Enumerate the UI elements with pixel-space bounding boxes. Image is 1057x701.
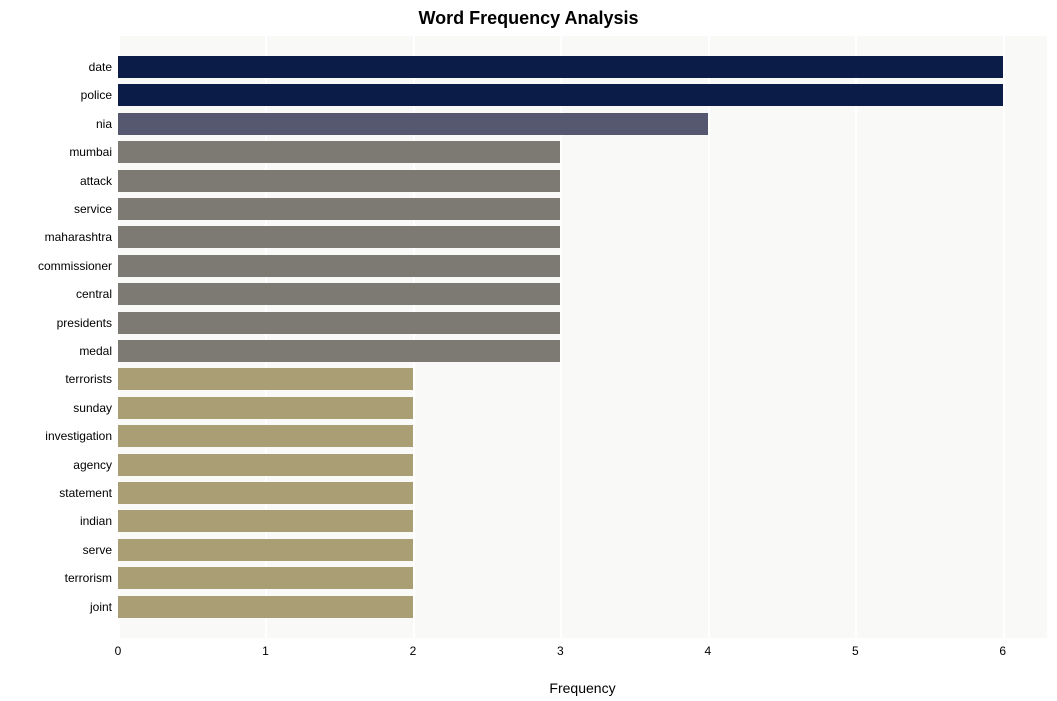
chart-title: Word Frequency Analysis	[0, 8, 1057, 29]
y-tick-label: attack	[80, 174, 112, 188]
x-axis-label: Frequency	[549, 680, 615, 696]
bar	[118, 312, 560, 334]
x-tick-label: 1	[262, 644, 269, 658]
word-frequency-chart: Word Frequency Analysis 0123456datepolic…	[0, 0, 1057, 701]
plot-area: 0123456datepoliceniamumbaiattackservicem…	[118, 36, 1047, 638]
bar	[118, 482, 413, 504]
y-tick-label: service	[74, 202, 112, 216]
bar	[118, 425, 413, 447]
y-tick-label: mumbai	[69, 145, 112, 159]
bar	[118, 141, 560, 163]
bar	[118, 567, 413, 589]
bar	[118, 283, 560, 305]
x-tick-label: 6	[999, 644, 1006, 658]
y-tick-label: nia	[96, 117, 112, 131]
grid-line	[708, 36, 710, 638]
y-tick-label: indian	[80, 514, 112, 528]
bar	[118, 113, 708, 135]
bar	[118, 539, 413, 561]
bar	[118, 397, 413, 419]
bar	[118, 454, 413, 476]
y-tick-label: date	[89, 60, 112, 74]
y-tick-label: investigation	[45, 429, 112, 443]
bar	[118, 84, 1003, 106]
bar	[118, 340, 560, 362]
y-tick-label: statement	[59, 486, 112, 500]
y-tick-label: commissioner	[38, 259, 112, 273]
bar	[118, 226, 560, 248]
y-tick-label: central	[76, 287, 112, 301]
y-tick-label: terrorists	[65, 372, 112, 386]
bar	[118, 255, 560, 277]
y-tick-label: terrorism	[65, 571, 112, 585]
bar	[118, 510, 413, 532]
y-tick-label: medal	[79, 344, 112, 358]
x-tick-label: 5	[852, 644, 859, 658]
y-tick-label: police	[81, 88, 112, 102]
bar	[118, 596, 413, 618]
bar	[118, 368, 413, 390]
y-tick-label: presidents	[57, 316, 112, 330]
bar	[118, 198, 560, 220]
grid-line	[1003, 36, 1005, 638]
x-tick-label: 4	[704, 644, 711, 658]
y-tick-label: joint	[90, 600, 112, 614]
y-tick-label: serve	[83, 543, 112, 557]
y-tick-label: sunday	[73, 401, 112, 415]
y-tick-label: agency	[73, 458, 112, 472]
grid-line	[855, 36, 857, 638]
x-tick-label: 3	[557, 644, 564, 658]
y-tick-label: maharashtra	[45, 230, 112, 244]
x-tick-label: 2	[410, 644, 417, 658]
bar	[118, 170, 560, 192]
x-tick-label: 0	[115, 644, 122, 658]
bar	[118, 56, 1003, 78]
